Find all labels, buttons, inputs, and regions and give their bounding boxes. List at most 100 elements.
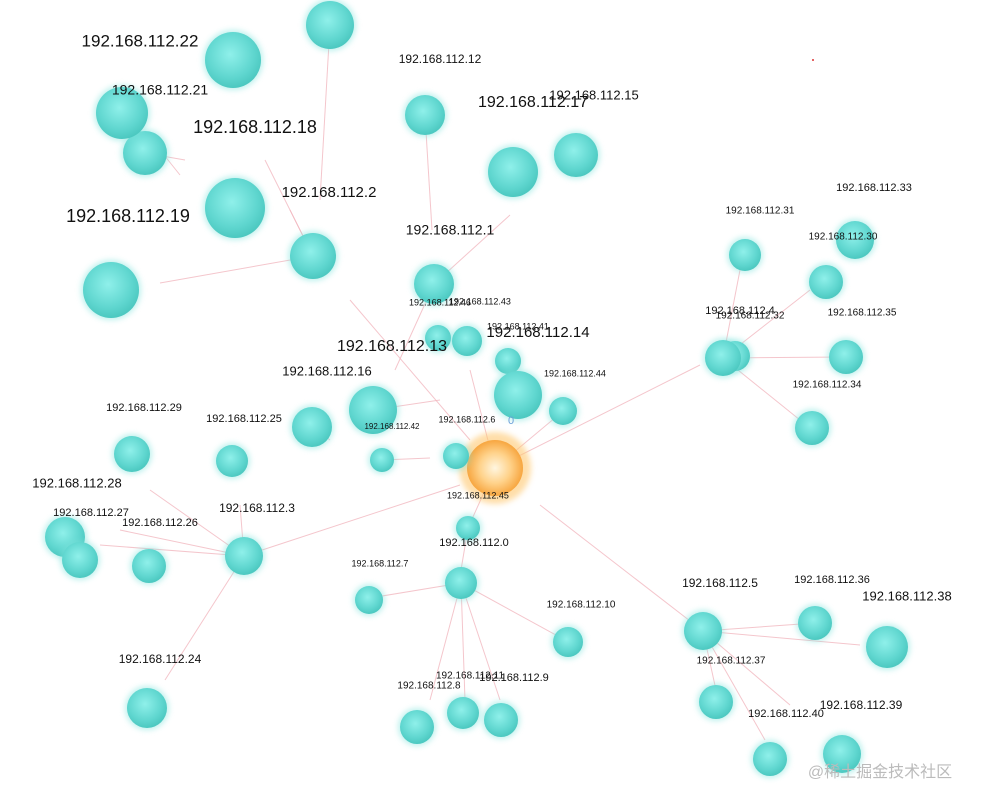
edges [99, 24, 861, 741]
node-label: 192.168.112.32 [716, 311, 785, 322]
node-label: 192.168.112.17 [478, 94, 588, 111]
node-label: 192.168.112.6 [439, 414, 496, 424]
node-label: 192.168.112.11 [436, 671, 504, 682]
node [445, 567, 477, 599]
node [488, 147, 538, 197]
node-label: 192.168.112.26 [122, 517, 198, 529]
node-label: 192.168.112.29 [106, 402, 182, 414]
node-label: 192.168.112.35 [828, 308, 897, 319]
edge [319, 24, 331, 201]
node [553, 627, 583, 657]
node-label: 192.168.112.40 [748, 708, 824, 720]
node-label: 192.168.112.41 [487, 321, 549, 331]
node-label: 192.168.112.9 [479, 672, 549, 684]
node [132, 549, 166, 583]
node-label: 192.168.112.19 [66, 206, 190, 226]
node-label: 192.168.112.16 [282, 363, 371, 378]
node [306, 1, 354, 49]
node [495, 348, 521, 374]
node-label: 192.168.112.3 [219, 501, 295, 515]
node-label: 192.168.112.5 [682, 576, 758, 590]
node-label: 192.168.112.24 [119, 652, 202, 666]
node-label: 192.168.112.22 [82, 31, 199, 50]
edge [99, 544, 245, 557]
node-label: 192.168.112.18 [193, 117, 317, 137]
node [699, 685, 733, 719]
node-label: 192.168.112.38 [862, 588, 951, 603]
node-label: 192.168.112.8 [397, 681, 461, 692]
labels: 192.168.112.45 192.168.112.22 192.168.112.… [32, 31, 951, 719]
node-label: 192.168.112.37 [697, 656, 766, 667]
node [127, 688, 167, 728]
node [554, 133, 598, 177]
node [205, 178, 265, 238]
edge [460, 582, 501, 701]
node [400, 710, 434, 744]
edge [539, 504, 704, 632]
node-label: 192.168.112.10 [547, 600, 616, 611]
node [549, 397, 577, 425]
node-label: 192.168.112.25 [206, 413, 282, 425]
node [484, 703, 518, 737]
node [205, 32, 261, 88]
node [370, 448, 394, 472]
node [705, 340, 741, 376]
node [405, 95, 445, 135]
edge [349, 299, 471, 441]
node [809, 265, 843, 299]
node-label: 192.168.112.14 [486, 324, 589, 341]
dot [812, 59, 814, 61]
node [216, 445, 248, 477]
node-label: 192.168.112.46 [409, 297, 471, 307]
node-label: 192.168.112.28 [32, 475, 121, 490]
node-label: 192.168.112.0 [439, 537, 509, 549]
node-label: 192.168.112.42 [364, 422, 420, 431]
node-label: 192.168.112.15 [549, 87, 638, 102]
node [798, 606, 832, 640]
edge [460, 582, 466, 701]
node-label: 192.168.112.2 [282, 184, 377, 201]
edge [243, 484, 461, 557]
node [684, 612, 722, 650]
node [83, 262, 139, 318]
node-label: 192.168.112.12 [399, 52, 482, 66]
node [62, 542, 98, 578]
node-label: 192.168.112.31 [726, 206, 795, 217]
nodes [43, 0, 910, 778]
node-label: 192.168.112.45 [447, 490, 509, 500]
edge [119, 529, 245, 557]
edge [460, 582, 566, 641]
node [414, 264, 454, 304]
node [292, 407, 332, 447]
node [836, 221, 874, 259]
center-node [467, 440, 523, 496]
edge [159, 255, 314, 284]
edge [494, 364, 701, 469]
node [290, 233, 336, 279]
node [753, 742, 787, 776]
node [114, 436, 150, 472]
node [123, 131, 167, 175]
node-label: 192.168.112.21 [112, 82, 208, 98]
node [452, 326, 482, 356]
node [456, 516, 480, 540]
node [494, 371, 542, 419]
edge [702, 630, 861, 646]
node [823, 735, 861, 773]
node-label: 192.168.112.34 [793, 380, 862, 391]
node-label: 192.168.112.13 [337, 338, 447, 355]
node [866, 626, 908, 668]
node-label: 192.168.112.33 [836, 182, 912, 194]
edge [164, 555, 245, 681]
node [447, 697, 479, 729]
node-label: 192.168.112.36 [794, 574, 870, 586]
edge [429, 582, 462, 701]
node-label: 192.168.112.30 [809, 232, 878, 243]
node [829, 340, 863, 374]
node [443, 443, 469, 469]
node-label: 192.168.112.43 [449, 296, 511, 306]
node-label: 192.168.112.44 [544, 368, 606, 378]
node-label: 192.168.112.39 [820, 698, 903, 712]
watermark: @稀土掘金技术社区 [808, 763, 952, 781]
